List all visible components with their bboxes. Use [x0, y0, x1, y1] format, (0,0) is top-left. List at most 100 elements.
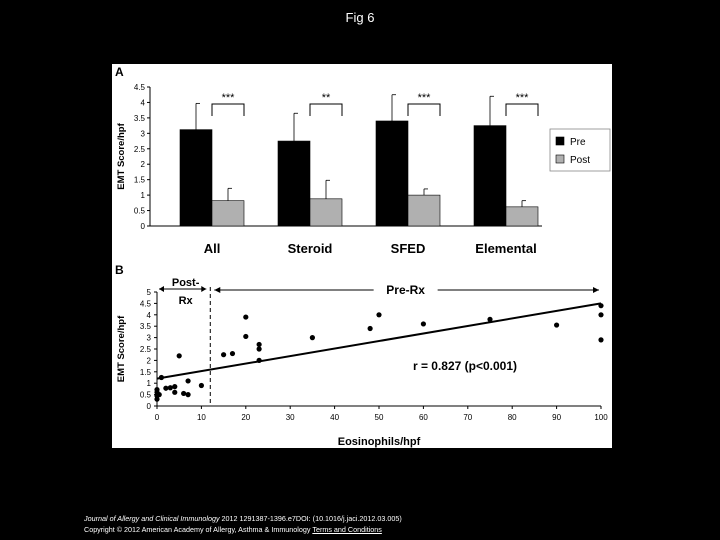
region-label-post-rx-line1: Post- — [172, 277, 200, 289]
panel-b-x-tick-label: 0 — [155, 413, 160, 422]
footer-citation-line: Journal of Allergy and Clinical Immunolo… — [84, 513, 402, 524]
legend-swatch-post — [555, 154, 565, 164]
panel-a-y-tick-label: 3 — [141, 129, 146, 138]
bar-post-sfed — [407, 194, 441, 227]
correlation-annotation: r = 0.827 (p<0.001) — [413, 359, 517, 373]
slide-title: Fig 6 — [345, 10, 375, 25]
figure-panel: A 0 0.5 1 1.5 2 2.5 3 3.5 4 4.5 EMT Score/hpf *** All… — [112, 64, 612, 448]
journal-name: Journal of Allergy and Clinical Immunolo… — [84, 514, 220, 523]
significance-bracket — [505, 103, 539, 116]
panel-b-x-tick-label: 30 — [286, 413, 295, 422]
scatter-point — [172, 384, 178, 390]
panel-a-y-tick-label: 0 — [141, 222, 146, 231]
panel-b-x-axis-label: Eosinophils/hpf — [338, 436, 421, 448]
bar-pre-steroid — [277, 140, 311, 227]
pre-rx-arrowhead-right — [593, 287, 599, 293]
panel-b-x-tick-label: 90 — [552, 413, 561, 422]
category-label-elemental: Elemental — [475, 241, 536, 256]
panel-b-x-tick-label: 20 — [241, 413, 250, 422]
scatter-point — [158, 374, 165, 381]
legend-swatch-pre — [555, 136, 565, 146]
panel-a-y-tick-label: 1 — [141, 191, 146, 200]
panel-b-x-tick-label: 100 — [594, 413, 608, 422]
panel-b-y-tick-label: 0.5 — [140, 391, 152, 400]
scatter-point — [598, 337, 604, 343]
bar-post-all — [211, 200, 245, 227]
citation-text: 2012 1291387-1396.e7DOI: (10.1016/j.jaci… — [219, 514, 402, 523]
region-label-post-rx-line2: Rx — [179, 295, 194, 307]
scatter-point — [167, 385, 173, 391]
scatter-point — [243, 314, 249, 320]
scatter-point — [598, 303, 604, 309]
panel-b-y-tick-label: 3 — [147, 334, 152, 343]
panel-b-x-tick-label: 70 — [463, 413, 472, 422]
scatter-point — [185, 378, 191, 384]
panel-b-y-axis-label: EMT Score/hpf — [116, 315, 127, 382]
panel-b-y-tick-label: 4 — [147, 311, 152, 320]
scatter-point — [229, 350, 236, 357]
pre-rx-label-bg — [373, 282, 438, 296]
panel-a-y-tick-label: 0.5 — [134, 207, 146, 216]
terms-and-conditions-link[interactable]: Terms and Conditions — [312, 525, 382, 534]
bar-post-elemental — [505, 206, 539, 227]
scatter-point — [176, 353, 182, 359]
scatter-point — [256, 357, 262, 363]
copyright-text: Copyright © 2012 American Academy of All… — [84, 525, 313, 534]
bar-post-steroid — [309, 198, 343, 227]
scatter-point — [554, 322, 560, 328]
panel-a-label: A — [115, 65, 124, 79]
category-label-steroid: Steroid — [288, 241, 333, 256]
panel-b-y-tick-label: 3.5 — [140, 322, 152, 331]
scatter-point — [256, 346, 262, 352]
legend-label-pre: Pre — [570, 137, 586, 148]
significance-marker: *** — [516, 92, 530, 104]
legend-box — [549, 128, 611, 172]
scatter-point — [172, 389, 178, 395]
scatter-point — [376, 312, 382, 318]
post-rx-arrowhead-left — [159, 286, 164, 292]
category-label-sfed: SFED — [391, 241, 426, 256]
significance-bracket — [407, 103, 441, 116]
panel-b-y-tick-label: 0 — [147, 402, 152, 411]
panel-a-y-tick-label: 1.5 — [134, 176, 146, 185]
scatter-point — [367, 325, 373, 332]
panel-b-y-tick-label: 2 — [147, 356, 152, 365]
significance-marker: *** — [222, 92, 236, 104]
scatter-point — [420, 321, 426, 327]
legend-label-post: Post — [570, 155, 590, 166]
footer: Journal of Allergy and Clinical Immunolo… — [84, 513, 402, 535]
panel-b-y-tick-label: 5 — [147, 288, 152, 297]
scatter-point — [181, 390, 187, 397]
bar-pre-sfed — [375, 120, 409, 227]
significance-marker: ** — [322, 92, 331, 104]
panel-a-y-tick-label: 4.5 — [134, 83, 146, 92]
figure-svg: A 0 0.5 1 1.5 2 2.5 3 3.5 4 4.5 EMT Score/hpf *** All… — [115, 65, 611, 448]
scatter-point — [243, 333, 249, 340]
panel-b-x-tick-label: 50 — [375, 413, 384, 422]
scatter-point — [221, 352, 227, 358]
panel-a-y-tick-label: 2.5 — [134, 145, 146, 154]
panel-b-x-tick-label: 80 — [508, 413, 517, 422]
panel-b-y-tick-label: 1 — [147, 379, 152, 388]
panel-b-y-tick-label: 4.5 — [140, 299, 152, 308]
scatter-point — [163, 385, 169, 391]
pre-rx-arrowhead-left — [214, 287, 221, 293]
scatter-point — [487, 316, 493, 322]
panel-b-y-tick-label: 2.5 — [140, 345, 152, 354]
significance-marker: *** — [418, 92, 432, 104]
panel-b-y-tick-label: 1.5 — [140, 368, 152, 377]
scatter-point — [156, 392, 162, 398]
category-label-all: All — [204, 241, 221, 256]
scatter-point — [256, 341, 262, 348]
significance-bracket — [211, 103, 245, 116]
post-rx-arrowhead-right — [201, 286, 207, 292]
panel-b-x-tick-label: 40 — [330, 413, 339, 422]
region-label-pre-rx: Pre-Rx — [386, 283, 425, 297]
panel-a-y-axis-label: EMT Score/hpf — [116, 122, 127, 189]
scatter-point — [185, 392, 191, 398]
significance-bracket — [309, 103, 343, 116]
scatter-point — [309, 335, 315, 341]
panel-b-x-tick-label: 10 — [197, 413, 206, 422]
panel-b-label: B — [115, 263, 124, 277]
panel-a-y-tick-label: 3.5 — [134, 114, 146, 123]
